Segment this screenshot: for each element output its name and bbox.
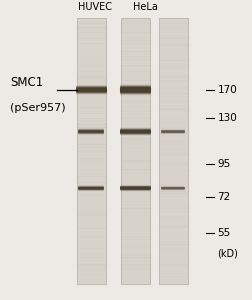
Text: 130: 130 bbox=[217, 113, 236, 123]
Text: 55: 55 bbox=[217, 228, 230, 238]
Text: 95: 95 bbox=[217, 159, 230, 170]
Bar bbox=[120, 18, 149, 284]
Text: 72: 72 bbox=[217, 192, 230, 202]
Bar bbox=[76, 18, 105, 284]
Bar bbox=[158, 18, 187, 284]
Text: (pSer957): (pSer957) bbox=[10, 103, 66, 113]
Text: HUVEC: HUVEC bbox=[78, 2, 111, 12]
Text: HeLa: HeLa bbox=[133, 2, 157, 12]
Text: 170: 170 bbox=[217, 85, 236, 95]
Text: SMC1: SMC1 bbox=[10, 76, 43, 89]
Text: (kD): (kD) bbox=[217, 249, 238, 259]
